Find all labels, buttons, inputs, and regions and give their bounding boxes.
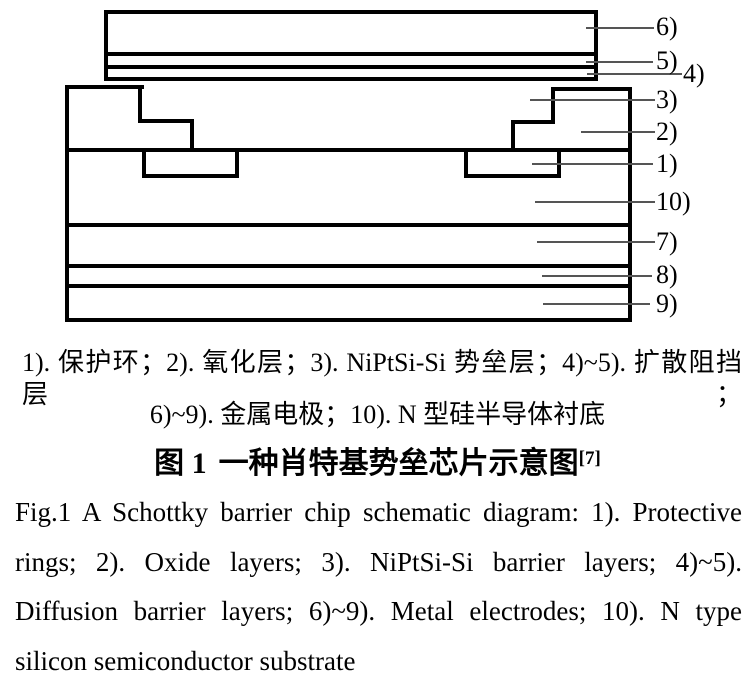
label-3: 3) bbox=[656, 85, 678, 114]
left-stair-step2-vline bbox=[190, 119, 194, 152]
label-6: 6) bbox=[656, 12, 678, 41]
label-8: 8) bbox=[656, 260, 678, 289]
figure-title-text: 一种肖特基势垒芯片示意图 bbox=[218, 447, 579, 480]
figure-title-reference: [7] bbox=[578, 448, 601, 469]
leader-line-3 bbox=[530, 99, 655, 101]
leader-line-8 bbox=[542, 275, 652, 277]
caption-zh-line1: 1). 保护环；2). 氧化层；3). NiPtSi-Si 势垒层；4)~5).… bbox=[22, 348, 742, 409]
body-left-edge bbox=[65, 85, 69, 322]
body-right-edge bbox=[628, 87, 632, 322]
right-stair-top-line bbox=[551, 87, 632, 91]
protective-ring-left bbox=[142, 148, 239, 178]
body-bottom-edge bbox=[65, 318, 632, 322]
caption-en-line1: Fig.1 A Schottky barrier chip schematic … bbox=[15, 497, 742, 527]
leader-line-7 bbox=[537, 241, 655, 243]
figure-title-number: 图 1 bbox=[154, 447, 207, 480]
caption-en-line3: Diffusion barrier layers; 6)~9). Metal e… bbox=[15, 596, 742, 626]
leader-line-5 bbox=[586, 61, 653, 63]
leader-line-10 bbox=[535, 201, 655, 203]
left-stair-top-line bbox=[65, 85, 144, 89]
layer10-layer7-divider-line bbox=[65, 223, 632, 227]
layer7-layer8-divider-line bbox=[65, 264, 632, 268]
metal-stack-block bbox=[104, 10, 598, 81]
left-stair-step-hline bbox=[138, 119, 194, 123]
leader-line-9 bbox=[543, 303, 650, 305]
label-5: 5) bbox=[656, 46, 678, 75]
layer8-layer9-divider-line bbox=[65, 284, 632, 288]
label-2: 2) bbox=[656, 117, 678, 146]
layer5-layer4-divider-line bbox=[104, 65, 598, 69]
label-10: 10) bbox=[656, 187, 691, 216]
label-4: 4) bbox=[683, 59, 705, 88]
leader-line-1 bbox=[532, 163, 653, 165]
leader-line-2 bbox=[581, 131, 655, 133]
figure-title: 图 1 一种肖特基势垒芯片示意图[7] bbox=[0, 438, 755, 482]
layer6-layer5-divider-line bbox=[104, 52, 598, 56]
right-stair-step1-vline bbox=[551, 87, 555, 124]
caption-en-line2: rings; 2). Oxide layers; 3). NiPtSi-Si b… bbox=[15, 547, 742, 577]
label-9: 9) bbox=[656, 289, 678, 318]
right-stair-step2-vline bbox=[511, 120, 515, 152]
substrate-top-line bbox=[65, 148, 632, 152]
leader-line-4 bbox=[587, 73, 682, 75]
left-stair-step1-vline bbox=[138, 85, 142, 123]
label-1: 1) bbox=[656, 149, 678, 178]
leader-line-6 bbox=[586, 27, 654, 29]
caption-en-line4: silicon semiconductor substrate bbox=[15, 646, 356, 676]
label-7: 7) bbox=[656, 227, 678, 256]
right-stair-step-hline bbox=[511, 120, 555, 124]
caption-zh-line2: 6)~9). 金属电极；10). N 型硅半导体衬底 bbox=[149, 400, 606, 429]
